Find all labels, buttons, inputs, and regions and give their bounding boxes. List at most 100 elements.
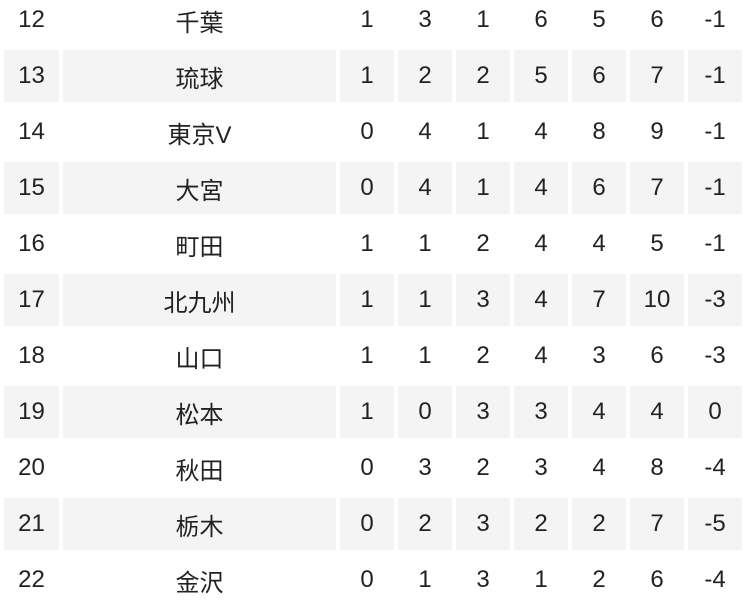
stat-cell: 2 (592, 566, 606, 593)
stat-cell: 4 (534, 230, 548, 257)
table-row: 22 金沢 0 1 3 1 2 6 -4 (4, 554, 742, 606)
team-cell: 山口 (175, 345, 224, 373)
stat-cell: 3 (418, 454, 432, 481)
stat-cell: 2 (398, 498, 452, 550)
stat-cell: 3 (456, 386, 510, 438)
stat-cell: 2 (572, 498, 626, 550)
stat-cell: 3 (514, 386, 568, 438)
stat-cell: 4 (398, 162, 452, 214)
stat-cell: 0 (398, 386, 452, 438)
table-row: 13 琉球 1 2 2 5 6 7 -1 (4, 50, 742, 102)
rank-cell: 15 (4, 162, 59, 214)
table-row: 14 東京V 0 4 1 4 8 9 -1 (4, 106, 742, 158)
stat-cell: -1 (704, 6, 726, 33)
stat-cell: 3 (476, 566, 490, 593)
team-cell: 北九州 (63, 274, 336, 326)
stat-cell: 4 (514, 162, 568, 214)
standings-body: 12 千葉 1 3 1 6 5 6 -1 13 琉球 1 2 2 5 6 7 -1 14 東京V 0 4 1 4 8 9 -1 15 大… (4, 0, 742, 606)
stat-cell: 4 (534, 118, 548, 145)
stat-cell: 1 (398, 274, 452, 326)
stat-cell: 4 (572, 386, 626, 438)
stat-cell: -4 (704, 454, 726, 481)
stat-cell: 1 (476, 6, 490, 33)
team-cell: 町田 (175, 233, 224, 261)
team-cell: 秋田 (175, 457, 224, 485)
stat-cell: 2 (476, 230, 490, 257)
team-cell: 東京V (167, 121, 232, 149)
table-row: 21 栃木 0 2 3 2 2 7 -5 (4, 498, 742, 550)
stat-cell: 0 (340, 498, 394, 550)
rank-cell: 21 (4, 498, 59, 550)
rank-cell: 20 (18, 454, 45, 481)
stat-cell: -3 (688, 274, 742, 326)
stat-cell: 7 (572, 274, 626, 326)
stat-cell: 0 (688, 386, 742, 438)
stat-cell: 3 (592, 342, 606, 369)
stat-cell: -1 (688, 50, 742, 102)
team-cell: 栃木 (63, 498, 336, 550)
team-cell: 松本 (63, 386, 336, 438)
stat-cell: 5 (650, 230, 664, 257)
stat-cell: 7 (630, 162, 684, 214)
stat-cell: 0 (360, 566, 374, 593)
stat-cell: 2 (476, 342, 490, 369)
stat-cell: 2 (514, 498, 568, 550)
team-cell: 金沢 (175, 569, 224, 597)
stat-cell: 4 (514, 274, 568, 326)
stat-cell: 3 (418, 6, 432, 33)
stat-cell: 1 (360, 230, 374, 257)
stat-cell: 1 (340, 274, 394, 326)
stat-cell: 10 (630, 274, 684, 326)
stat-cell: 8 (650, 454, 664, 481)
stat-cell: 1 (534, 566, 548, 593)
stat-cell: 0 (360, 454, 374, 481)
stat-cell: 4 (630, 386, 684, 438)
stat-cell: 6 (572, 162, 626, 214)
stat-cell: 1 (418, 230, 432, 257)
team-cell: 琉球 (63, 50, 336, 102)
stat-cell: -3 (704, 342, 726, 369)
table-row: 12 千葉 1 3 1 6 5 6 -1 (4, 0, 742, 46)
rank-cell: 19 (4, 386, 59, 438)
team-cell: 大宮 (63, 162, 336, 214)
stat-cell: 6 (534, 6, 548, 33)
stat-cell: 0 (360, 118, 374, 145)
stat-cell: 6 (650, 6, 664, 33)
stat-cell: 7 (630, 498, 684, 550)
stat-cell: 0 (340, 162, 394, 214)
rank-cell: 14 (18, 118, 45, 145)
stat-cell: 8 (592, 118, 606, 145)
stat-cell: 4 (592, 454, 606, 481)
stat-cell: 5 (592, 6, 606, 33)
rank-cell: 17 (4, 274, 59, 326)
stat-cell: 1 (418, 566, 432, 593)
team-cell: 千葉 (175, 9, 224, 37)
stat-cell: -1 (704, 230, 726, 257)
table-row: 16 町田 1 1 2 4 4 5 -1 (4, 218, 742, 270)
stat-cell: 1 (476, 118, 490, 145)
stat-cell: 4 (418, 118, 432, 145)
stat-cell: 2 (476, 454, 490, 481)
table-row: 17 北九州 1 1 3 4 7 10 -3 (4, 274, 742, 326)
stat-cell: 3 (456, 274, 510, 326)
rank-cell: 22 (18, 566, 45, 593)
stat-cell: 1 (340, 50, 394, 102)
stat-cell: -4 (704, 566, 726, 593)
rank-cell: 16 (18, 230, 45, 257)
stat-cell: 3 (456, 498, 510, 550)
stat-cell: 1 (340, 386, 394, 438)
table-row: 18 山口 1 1 2 4 3 6 -3 (4, 330, 742, 382)
stat-cell: -5 (688, 498, 742, 550)
stat-cell: -1 (704, 118, 726, 145)
stat-cell: 3 (534, 454, 548, 481)
stat-cell: 6 (650, 566, 664, 593)
stat-cell: 9 (650, 118, 664, 145)
stat-cell: 1 (456, 162, 510, 214)
rank-cell: 13 (4, 50, 59, 102)
stat-cell: 7 (630, 50, 684, 102)
stat-cell: 4 (592, 230, 606, 257)
stat-cell: 1 (360, 342, 374, 369)
rank-cell: 18 (18, 342, 45, 369)
stat-cell: 1 (418, 342, 432, 369)
